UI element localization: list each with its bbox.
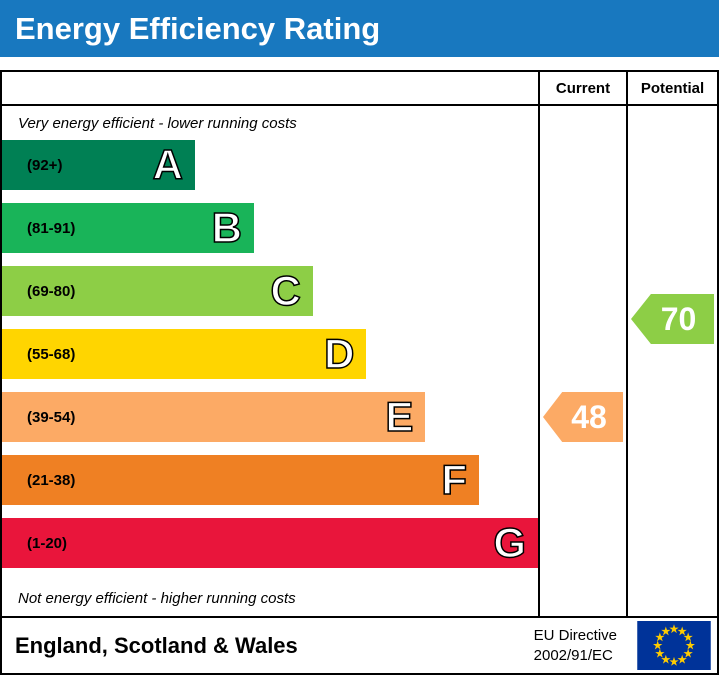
eu-directive-text: EU Directive 2002/91/EC bbox=[534, 626, 617, 665]
bottom-note: Not energy efficient - higher running co… bbox=[18, 590, 296, 607]
potential-column-header: Potential bbox=[626, 72, 717, 104]
band-row-a: (92+) A bbox=[2, 140, 538, 190]
band-b-letter: B bbox=[211, 204, 243, 251]
chart-header-spacer bbox=[2, 72, 538, 104]
band-c-letter: C bbox=[270, 267, 302, 314]
current-value: 48 bbox=[571, 399, 607, 435]
band-a-letter: A bbox=[152, 141, 184, 188]
band-f-letter: F bbox=[441, 456, 468, 503]
band-d-letter: D bbox=[323, 330, 355, 377]
current-column-header: Current bbox=[538, 72, 626, 104]
band-e-range: (39-54) bbox=[27, 408, 76, 426]
chart-header-row: Current Potential bbox=[2, 72, 717, 106]
current-arrow: 48 bbox=[543, 392, 623, 442]
band-g-range: (1-20) bbox=[27, 534, 68, 552]
band-d-range: (55-68) bbox=[27, 345, 76, 363]
chart-body: Very energy efficient - lower running co… bbox=[2, 106, 717, 616]
top-note: Very energy efficient - lower running co… bbox=[18, 114, 297, 132]
band-bar-f: (21-38) F bbox=[2, 455, 480, 505]
current-column: 48 bbox=[538, 106, 626, 616]
band-row-c: (69-80) C bbox=[2, 266, 538, 316]
band-a-range: (92+) bbox=[27, 156, 63, 174]
band-bar-g: (1-20) G bbox=[2, 518, 538, 568]
band-row-f: (21-38) F bbox=[2, 455, 538, 505]
footer: England, Scotland & Wales EU Directive 2… bbox=[0, 618, 719, 675]
band-bar-d: (55-68) D bbox=[2, 329, 367, 379]
band-b-range: (81-91) bbox=[27, 219, 76, 237]
band-row-e: (39-54) E bbox=[2, 392, 538, 442]
region-label: England, Scotland & Wales bbox=[15, 632, 298, 658]
band-bar-a: (92+) A bbox=[2, 140, 195, 190]
band-g-letter: G bbox=[493, 519, 527, 566]
eu-flag-icon bbox=[637, 621, 711, 670]
band-bar-e: (39-54) E bbox=[2, 392, 426, 442]
eu-directive-line1: EU Directive bbox=[533, 627, 617, 644]
band-c-range: (69-80) bbox=[27, 282, 76, 300]
eu-directive-line2: 2002/91/EC bbox=[533, 646, 613, 664]
band-row-d: (55-68) D bbox=[2, 329, 538, 379]
band-bar-b: (81-91) B bbox=[2, 203, 254, 253]
band-row-g: (1-20) G bbox=[2, 518, 538, 568]
page-title: Energy Efficiency Rating bbox=[15, 10, 381, 46]
band-row-b: (81-91) B bbox=[2, 203, 538, 253]
eu-directive-block: EU Directive 2002/91/EC bbox=[534, 621, 717, 670]
band-f-range: (21-38) bbox=[27, 471, 76, 489]
band-bar-c: (69-80) C bbox=[2, 266, 313, 316]
energy-rating-chart: Current Potential Very energy efficient … bbox=[0, 70, 719, 618]
bands-column: Very energy efficient - lower running co… bbox=[2, 106, 538, 616]
potential-value: 70 bbox=[660, 301, 697, 337]
title-bar: Energy Efficiency Rating bbox=[0, 0, 719, 57]
potential-arrow: 70 bbox=[631, 294, 714, 344]
potential-column: 70 bbox=[626, 106, 717, 616]
band-e-letter: E bbox=[385, 393, 415, 440]
